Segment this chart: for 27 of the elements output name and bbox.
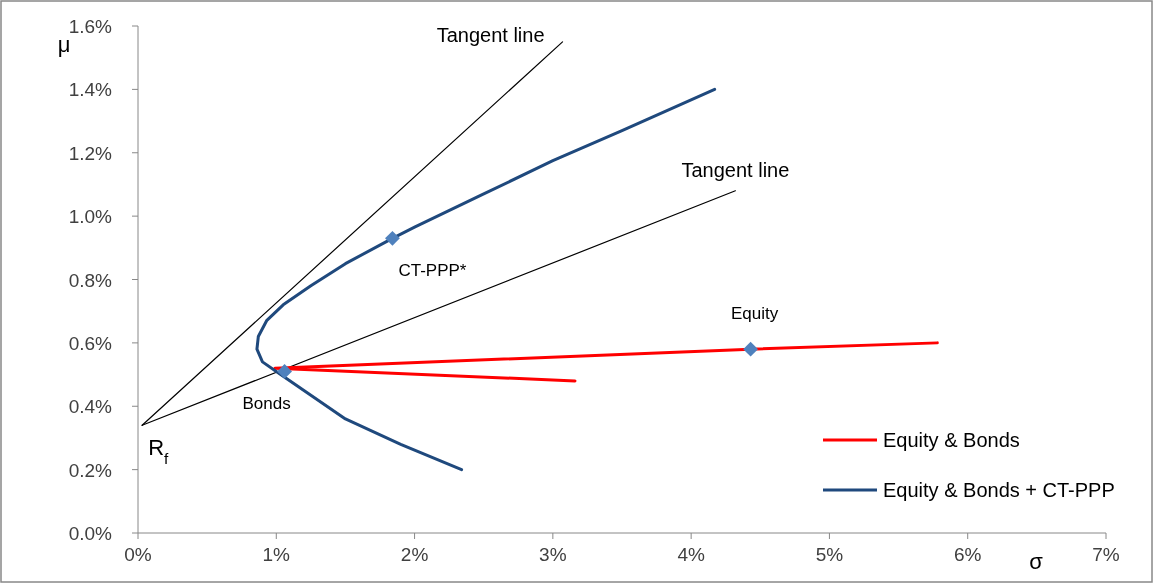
y-tick-label: 0.6% <box>68 332 113 354</box>
annotation: CT-PPP* <box>398 261 467 281</box>
legend-label: Equity & Bonds <box>883 429 1020 451</box>
x-tick-label: 5% <box>815 544 844 565</box>
annotation: Equity <box>730 304 779 324</box>
annotation: R$_{f}$ <box>148 435 170 467</box>
x-tick-label: 0% <box>124 544 152 565</box>
legend-label: Equity & Bonds + CT-PPP <box>883 479 1115 501</box>
y-tick-label: 1.2% <box>68 142 113 164</box>
y-tick-label: 1.6% <box>68 16 113 37</box>
annotation: Tangent line <box>681 158 790 181</box>
y-tick-label: 0.4% <box>68 396 113 418</box>
y-tick-label: 0.8% <box>68 269 113 291</box>
x-axis-title: σ <box>1029 549 1044 574</box>
x-tick-label: 7% <box>1092 544 1120 565</box>
annotation: Bonds <box>242 394 291 414</box>
y-tick-label: 0.0% <box>68 523 113 544</box>
y-axis-title: μ <box>57 32 71 57</box>
y-tick-label: 1.4% <box>68 79 113 101</box>
x-tick-label: 2% <box>400 544 429 565</box>
x-tick-label: 3% <box>539 544 567 565</box>
y-tick-label: 0.2% <box>68 459 113 481</box>
x-tick-label: 6% <box>953 544 982 565</box>
y-tick-label: 1.0% <box>68 206 113 228</box>
annotation: Tangent line <box>436 23 545 46</box>
x-tick-label: 4% <box>677 544 705 565</box>
x-tick-label: 1% <box>262 544 291 565</box>
